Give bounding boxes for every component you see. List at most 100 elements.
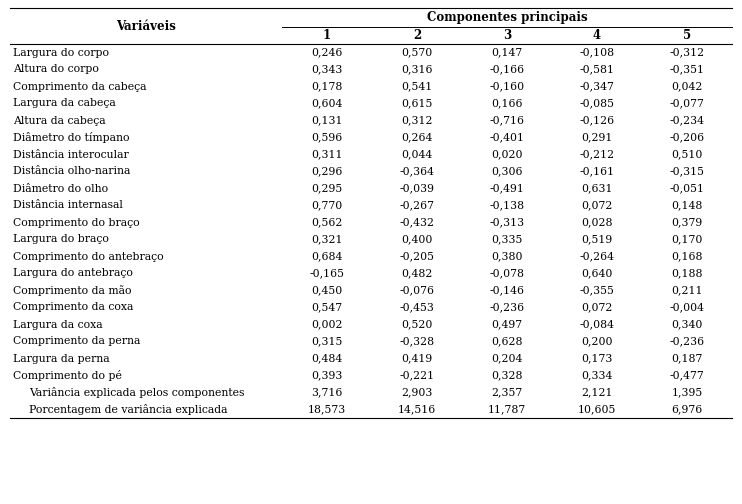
Text: Distância interocular: Distância interocular — [13, 150, 129, 159]
Text: Largura do antebraço: Largura do antebraço — [13, 269, 133, 279]
Text: 2,903: 2,903 — [401, 388, 433, 398]
Text: -0,716: -0,716 — [490, 115, 525, 125]
Text: -0,161: -0,161 — [580, 166, 614, 176]
Text: 0,570: 0,570 — [401, 47, 433, 57]
Text: -0,085: -0,085 — [580, 98, 614, 108]
Text: Diâmetro do olho: Diâmetro do olho — [13, 183, 108, 194]
Text: 0,315: 0,315 — [312, 337, 343, 347]
Text: -0,581: -0,581 — [580, 65, 614, 75]
Text: -0,236: -0,236 — [669, 337, 705, 347]
Text: 0,562: 0,562 — [312, 218, 343, 227]
Text: 0,148: 0,148 — [672, 201, 703, 211]
Text: Diâmetro do tímpano: Diâmetro do tímpano — [13, 132, 130, 143]
Text: -0,364: -0,364 — [399, 166, 435, 176]
Text: 0,615: 0,615 — [401, 98, 433, 108]
Text: 0,604: 0,604 — [312, 98, 343, 108]
Text: Comprimento do pé: Comprimento do pé — [13, 370, 122, 381]
Text: -0,401: -0,401 — [490, 133, 525, 143]
Text: 0,482: 0,482 — [401, 269, 433, 279]
Text: 5: 5 — [683, 29, 691, 42]
Text: -0,221: -0,221 — [399, 370, 435, 381]
Text: 0,166: 0,166 — [491, 98, 523, 108]
Text: -0,236: -0,236 — [490, 302, 525, 312]
Text: Largura da cabeça: Largura da cabeça — [13, 98, 116, 108]
Text: 1,395: 1,395 — [672, 388, 703, 398]
Text: -0,491: -0,491 — [490, 183, 525, 194]
Text: Distância olho-narina: Distância olho-narina — [13, 166, 131, 176]
Text: 0,291: 0,291 — [581, 133, 613, 143]
Text: -0,315: -0,315 — [669, 166, 704, 176]
Text: 0,002: 0,002 — [311, 320, 343, 330]
Text: -0,351: -0,351 — [669, 65, 704, 75]
Text: -0,206: -0,206 — [669, 133, 705, 143]
Text: -0,160: -0,160 — [490, 82, 525, 92]
Text: -0,267: -0,267 — [399, 201, 435, 211]
Text: 2,121: 2,121 — [581, 388, 613, 398]
Text: 0,316: 0,316 — [401, 65, 433, 75]
Text: 0,379: 0,379 — [672, 218, 703, 227]
Text: -0,138: -0,138 — [490, 201, 525, 211]
Text: 0,147: 0,147 — [491, 47, 522, 57]
Text: 0,340: 0,340 — [672, 320, 703, 330]
Text: 0,072: 0,072 — [581, 201, 613, 211]
Text: 0,200: 0,200 — [581, 337, 613, 347]
Text: Largura do braço: Largura do braço — [13, 234, 109, 244]
Text: Largura da coxa: Largura da coxa — [13, 320, 102, 330]
Text: 0,173: 0,173 — [581, 353, 613, 363]
Text: 0,188: 0,188 — [672, 269, 703, 279]
Text: Largura do corpo: Largura do corpo — [13, 47, 109, 57]
Text: 0,072: 0,072 — [581, 302, 613, 312]
Text: 14,516: 14,516 — [398, 405, 436, 414]
Text: -0,039: -0,039 — [399, 183, 435, 194]
Text: 0,020: 0,020 — [491, 150, 523, 159]
Text: -0,165: -0,165 — [309, 269, 344, 279]
Text: 0,246: 0,246 — [312, 47, 343, 57]
Text: -0,432: -0,432 — [399, 218, 435, 227]
Text: -0,004: -0,004 — [669, 302, 704, 312]
Text: 0,419: 0,419 — [401, 353, 433, 363]
Text: 0,640: 0,640 — [581, 269, 613, 279]
Text: 18,573: 18,573 — [308, 405, 346, 414]
Text: Componentes principais: Componentes principais — [427, 11, 588, 24]
Text: 0,170: 0,170 — [672, 234, 703, 244]
Text: 0,770: 0,770 — [312, 201, 343, 211]
Text: 0,519: 0,519 — [582, 234, 613, 244]
Text: 1: 1 — [323, 29, 331, 42]
Text: 0,131: 0,131 — [311, 115, 343, 125]
Text: 0,296: 0,296 — [312, 166, 343, 176]
Text: 0,321: 0,321 — [311, 234, 343, 244]
Text: 0,684: 0,684 — [312, 251, 343, 262]
Text: -0,078: -0,078 — [490, 269, 525, 279]
Text: 0,044: 0,044 — [401, 150, 433, 159]
Text: Largura da perna: Largura da perna — [13, 353, 110, 363]
Text: -0,146: -0,146 — [490, 285, 525, 295]
Text: Comprimento da perna: Comprimento da perna — [13, 337, 140, 347]
Text: -0,453: -0,453 — [399, 302, 434, 312]
Text: Porcentagem de variância explicada: Porcentagem de variância explicada — [29, 404, 228, 415]
Text: 0,631: 0,631 — [581, 183, 613, 194]
Text: 0,168: 0,168 — [672, 251, 703, 262]
Text: 3,716: 3,716 — [312, 388, 343, 398]
Text: -0,205: -0,205 — [399, 251, 435, 262]
Text: -0,108: -0,108 — [580, 47, 614, 57]
Text: 0,628: 0,628 — [491, 337, 523, 347]
Text: 3: 3 — [503, 29, 511, 42]
Text: Altura da cabeça: Altura da cabeça — [13, 115, 105, 125]
Text: 0,312: 0,312 — [401, 115, 433, 125]
Text: 0,295: 0,295 — [312, 183, 343, 194]
Text: Distância internasal: Distância internasal — [13, 201, 123, 211]
Text: 0,264: 0,264 — [401, 133, 433, 143]
Text: -0,234: -0,234 — [669, 115, 704, 125]
Text: 2: 2 — [413, 29, 421, 42]
Text: 0,541: 0,541 — [401, 82, 433, 92]
Text: Comprimento da mão: Comprimento da mão — [13, 285, 131, 296]
Text: -0,077: -0,077 — [669, 98, 704, 108]
Text: -0,084: -0,084 — [580, 320, 614, 330]
Text: 0,497: 0,497 — [491, 320, 522, 330]
Text: 6,976: 6,976 — [672, 405, 703, 414]
Text: Comprimento do antebraço: Comprimento do antebraço — [13, 251, 164, 262]
Text: 0,510: 0,510 — [672, 150, 703, 159]
Text: 0,393: 0,393 — [312, 370, 343, 381]
Text: 2,357: 2,357 — [491, 388, 522, 398]
Text: 0,311: 0,311 — [311, 150, 343, 159]
